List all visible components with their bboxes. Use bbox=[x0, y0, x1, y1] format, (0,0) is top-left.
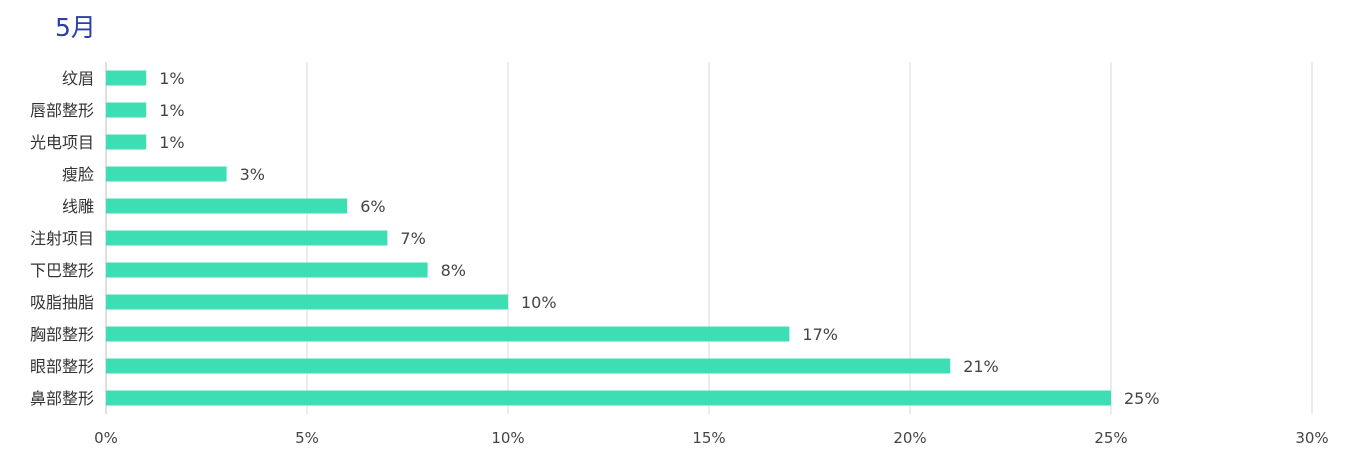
value-label: 6% bbox=[360, 197, 385, 216]
bar bbox=[106, 390, 1111, 406]
bar bbox=[106, 102, 147, 118]
value-label: 3% bbox=[240, 165, 265, 184]
x-tick-label: 25% bbox=[1094, 429, 1127, 447]
x-tick-label: 30% bbox=[1295, 429, 1328, 447]
value-label: 8% bbox=[441, 261, 466, 280]
labels: 0% 5% 10% 15% 20% 25% 30% 纹眉 1% 唇部整形 1% 光电项目 1% 瘦脸 3% 线… bbox=[30, 69, 1329, 447]
bar bbox=[106, 294, 508, 310]
bar bbox=[106, 262, 428, 278]
category-label: 注射项目 bbox=[30, 229, 94, 248]
category-label: 光电项目 bbox=[30, 133, 94, 152]
category-label: 纹眉 bbox=[62, 69, 94, 88]
x-tick-label: 0% bbox=[94, 429, 118, 447]
bar bbox=[106, 358, 951, 374]
value-label: 1% bbox=[159, 101, 184, 120]
value-label: 17% bbox=[802, 325, 838, 344]
bars bbox=[106, 70, 1111, 406]
bar bbox=[106, 70, 147, 86]
category-label: 下巴整形 bbox=[30, 261, 94, 280]
bar bbox=[106, 198, 348, 214]
value-label: 1% bbox=[159, 69, 184, 88]
bar bbox=[106, 230, 388, 246]
x-tick-label: 20% bbox=[893, 429, 926, 447]
value-label: 21% bbox=[963, 357, 999, 376]
category-label: 眼部整形 bbox=[30, 357, 94, 376]
x-tick-label: 10% bbox=[491, 429, 524, 447]
value-label: 10% bbox=[521, 293, 557, 312]
bar bbox=[106, 134, 147, 150]
category-label: 胸部整形 bbox=[30, 325, 94, 344]
grid-lines bbox=[105, 62, 1313, 414]
category-label: 线雕 bbox=[62, 197, 94, 216]
category-label: 鼻部整形 bbox=[30, 389, 94, 408]
x-tick-label: 15% bbox=[692, 429, 725, 447]
bar bbox=[106, 166, 227, 182]
chart-title: 5月 bbox=[55, 13, 96, 42]
category-label: 瘦脸 bbox=[62, 165, 94, 184]
value-label: 1% bbox=[159, 133, 184, 152]
category-label: 唇部整形 bbox=[30, 101, 94, 120]
value-label: 25% bbox=[1124, 389, 1160, 408]
category-label: 吸脂抽脂 bbox=[30, 293, 94, 312]
bar bbox=[106, 326, 790, 342]
value-label: 7% bbox=[400, 229, 425, 248]
x-tick-label: 5% bbox=[295, 429, 319, 447]
